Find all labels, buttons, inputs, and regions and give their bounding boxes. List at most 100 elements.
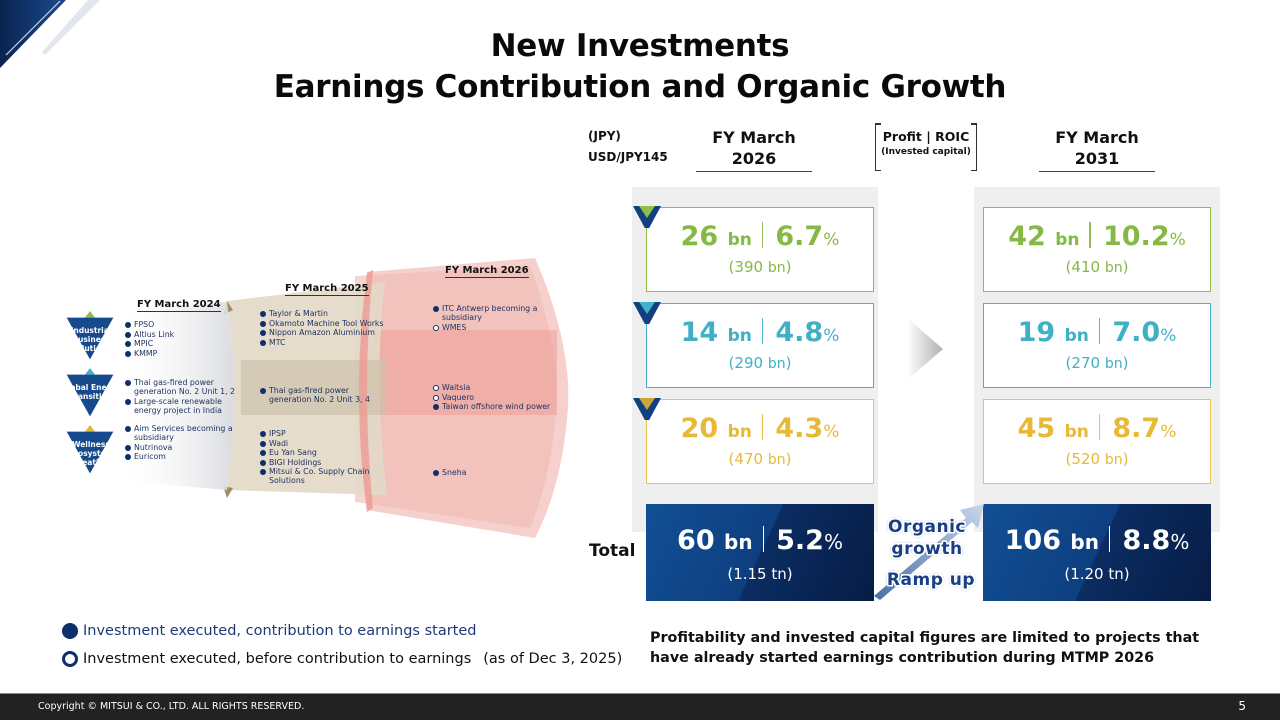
page-number: 5 xyxy=(1238,699,1246,713)
metric-header: Profit | ROIC (Invested capital) xyxy=(875,123,977,171)
list-item: Euricom (rice, rice products) xyxy=(125,452,235,461)
list-item: Wadi (Egypt: broilers) xyxy=(260,439,390,448)
filled-circle-icon xyxy=(62,623,78,639)
list-item: FPSO (MV32-33) xyxy=(125,320,235,329)
list-item: KMMP (Peru: construction and mining mach… xyxy=(125,349,235,358)
status-filled-icon xyxy=(125,350,131,357)
status-hollow-icon xyxy=(433,385,439,391)
list-item: Taiwan offshore wind power xyxy=(433,402,573,411)
fy2026-energy-items: Waitsia (Australia: natural gas) Vaquero… xyxy=(433,383,573,412)
status-filled-icon xyxy=(125,322,131,328)
investment-timeline-diagram: FY March 2024 FY March 2025 FY March 202… xyxy=(55,240,615,560)
status-filled-icon xyxy=(260,469,266,475)
title-line-1: New Investments xyxy=(490,28,790,64)
list-item: Waitsia (Australia: natural gas) xyxy=(433,383,573,392)
segment-label-energy: Global Energy Transition xyxy=(61,383,121,401)
status-filled-icon xyxy=(433,404,439,410)
legend: Investment executed, contribution to ear… xyxy=(62,617,622,673)
status-hollow-icon xyxy=(433,324,439,331)
total-fy2026: 60 bn 5.2% (1.15 tn) xyxy=(646,504,874,601)
list-item: Taylor & Martin (US: truck auction) xyxy=(260,309,390,318)
status-filled-icon xyxy=(433,470,439,476)
list-item: WMES (aircraft engines) xyxy=(433,323,573,332)
arrow-right-icon xyxy=(907,318,943,380)
list-item: Sneha (India: broilers) xyxy=(433,468,573,477)
footer: Copyright © MITSUI & CO., LTD. ALL RIGHT… xyxy=(0,693,1280,720)
total-fy2031: 106 bn 8.8% (1.20 tn) xyxy=(983,504,1211,601)
legend-item-hollow: Investment executed, before contribution… xyxy=(62,645,622,673)
status-filled-icon xyxy=(260,320,266,327)
list-item: MTC (India: metal recycling) xyxy=(260,338,390,347)
list-item: BIGI Holdings (fashion) xyxy=(260,458,390,467)
fx-rate-label: USD/JPY145 xyxy=(588,150,668,164)
segment-marker-industrial-icon xyxy=(633,206,661,228)
status-filled-icon xyxy=(125,444,131,451)
status-filled-icon xyxy=(260,440,266,447)
segment-label-wellness: Wellness Ecosystem Creation xyxy=(68,440,114,467)
timeline-bands xyxy=(115,258,569,538)
list-item: Vaquero (US: shale gas) xyxy=(433,393,573,402)
list-item: MPIC (Philippines: infrastructure compan… xyxy=(125,339,235,348)
column-heading-fy2024: FY March 2024 xyxy=(137,299,221,312)
growth-arrow-icon xyxy=(874,504,984,600)
column-header-fy2026: FY March 2026 xyxy=(696,127,812,172)
header-line: 2026 xyxy=(731,149,777,168)
status-filled-icon xyxy=(260,431,266,437)
header-line: FY March xyxy=(712,128,796,147)
segment-triangle-energy-icon xyxy=(66,368,114,417)
status-filled-icon xyxy=(125,426,131,432)
segment-triangle-industrial-icon xyxy=(66,311,114,360)
fy2025-industrial-items: Taylor & Martin (US: truck auction) Okam… xyxy=(260,309,390,347)
corner-decoration xyxy=(0,0,100,68)
segment-marker-wellness-icon xyxy=(633,398,661,420)
status-filled-icon xyxy=(260,330,266,336)
fy2024-energy-items: Thai gas-fired power generation No. 2 Un… xyxy=(125,378,235,415)
list-item: Nutrinova (functional food ingredients) xyxy=(125,443,235,452)
list-item: IPSP (Ecuador: shrimp farming) xyxy=(260,429,390,438)
status-filled-icon xyxy=(125,380,131,386)
list-item: Altius Link (contact center) xyxy=(125,330,235,339)
growth-text-line-1: Organic xyxy=(888,517,966,537)
card-energy-fy2031: 19 bn 7.0% (270 bn) xyxy=(983,303,1211,388)
status-filled-icon xyxy=(125,341,131,347)
title-line-2: Earnings Contribution and Organic Growth xyxy=(273,69,1007,105)
as-of-date: (as of Dec 3, 2025) xyxy=(483,651,623,667)
status-filled-icon xyxy=(260,459,266,466)
header-line: 2031 xyxy=(1074,149,1120,168)
card-industrial-fy2026: 26 bn 6.7% (390 bn) xyxy=(646,207,874,292)
page-title: New Investments Earnings Contribution an… xyxy=(0,26,1280,108)
list-item: Thai gas-fired power generation No. 2 Un… xyxy=(260,386,385,404)
status-filled-icon xyxy=(260,311,266,317)
column-heading-fy2025: FY March 2025 xyxy=(285,283,369,296)
status-filled-icon xyxy=(260,388,266,394)
status-hollow-icon xyxy=(433,394,439,401)
status-filled-icon xyxy=(125,398,131,405)
status-filled-icon xyxy=(125,331,131,338)
card-wellness-fy2026: 20 bn 4.3% (470 bn) xyxy=(646,399,874,484)
metric-header-sub: (Invested capital) xyxy=(881,147,971,157)
total-label: Total xyxy=(589,541,636,561)
list-item: Mitsui & Co. Supply Chain Solutions (foo… xyxy=(260,467,390,485)
segment-marker-energy-icon xyxy=(633,302,661,324)
fy2026-industrial-items: ITC Antwerp becoming a subsidiary (Belgi… xyxy=(433,304,573,332)
column-header-fy2031: FY March 2031 xyxy=(1039,127,1155,172)
list-item: Aim Services becoming a subsidiary xyxy=(125,424,235,442)
segment-triangle-wellness-icon xyxy=(66,425,114,474)
list-item: Nippon Amazon Aluminium (Brazil: alumini… xyxy=(260,328,390,337)
column-heading-fy2026: FY March 2026 xyxy=(445,265,529,278)
list-item: Large-scale renewable energy project in … xyxy=(125,397,235,415)
fy2024-industrial-items: FPSO (MV32-33) Altius Link (contact cent… xyxy=(125,320,235,358)
growth-text-line-3: Ramp up xyxy=(886,570,976,590)
status-filled-icon xyxy=(433,306,439,312)
header-line: FY March xyxy=(1055,128,1139,147)
currency-label: (JPY) xyxy=(588,129,621,143)
card-energy-fy2026: 14 bn 4.8% (290 bn) xyxy=(646,303,874,388)
card-industrial-fy2031: 42 bn 10.2% (410 bn) xyxy=(983,207,1211,292)
fy2026-wellness-items: Sneha (India: broilers) xyxy=(433,468,573,478)
list-item: ITC Antwerp becoming a subsidiary (Belgi… xyxy=(433,304,573,322)
fy2024-wellness-items: Aim Services becoming a subsidiary Nutri… xyxy=(125,424,235,462)
list-item: Okamoto Machine Tool Works (machine tool… xyxy=(260,319,390,328)
footnote: Profitability and invested capital figur… xyxy=(650,630,1200,666)
copyright: Copyright © MITSUI & CO., LTD. ALL RIGHT… xyxy=(38,701,305,712)
